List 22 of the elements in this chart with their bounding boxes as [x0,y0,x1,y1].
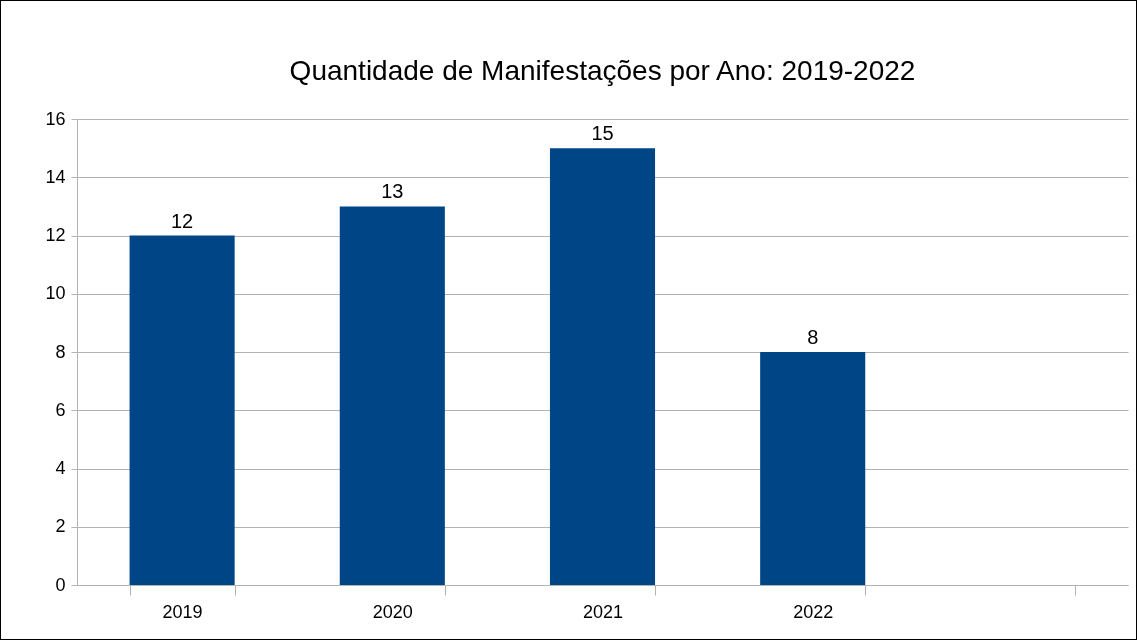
y-tick-label: 8 [55,341,66,362]
y-tick-label: 16 [45,108,66,129]
x-tick-label: 2021 [582,601,624,622]
y-tick-label: 2 [55,516,66,537]
x-tick-label: 2022 [793,601,834,622]
bar [549,148,656,585]
data-label: 12 [170,209,194,232]
y-tick-label: 12 [45,225,66,245]
x-tick-label: 2020 [372,601,413,622]
bar [760,352,866,585]
y-tick-label: 4 [55,458,66,478]
x-tick-label: 2019 [162,601,203,622]
bar [339,206,445,585]
y-tick-label: 6 [55,399,66,420]
bar [129,235,235,585]
data-label: 8 [807,326,819,348]
y-tick-label: 14 [45,166,66,187]
data-label: 13 [381,180,404,203]
data-label: 15 [591,122,614,145]
y-tick-label: 10 [45,283,66,304]
y-tick-label: 0 [55,574,66,595]
chart-title: Quantidade de Manifestações por Ano: 2019-2022 [289,55,916,86]
